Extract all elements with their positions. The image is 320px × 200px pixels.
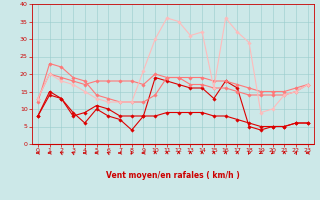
Text: Vent moyen/en rafales ( km/h ): Vent moyen/en rafales ( km/h ) <box>106 171 240 180</box>
